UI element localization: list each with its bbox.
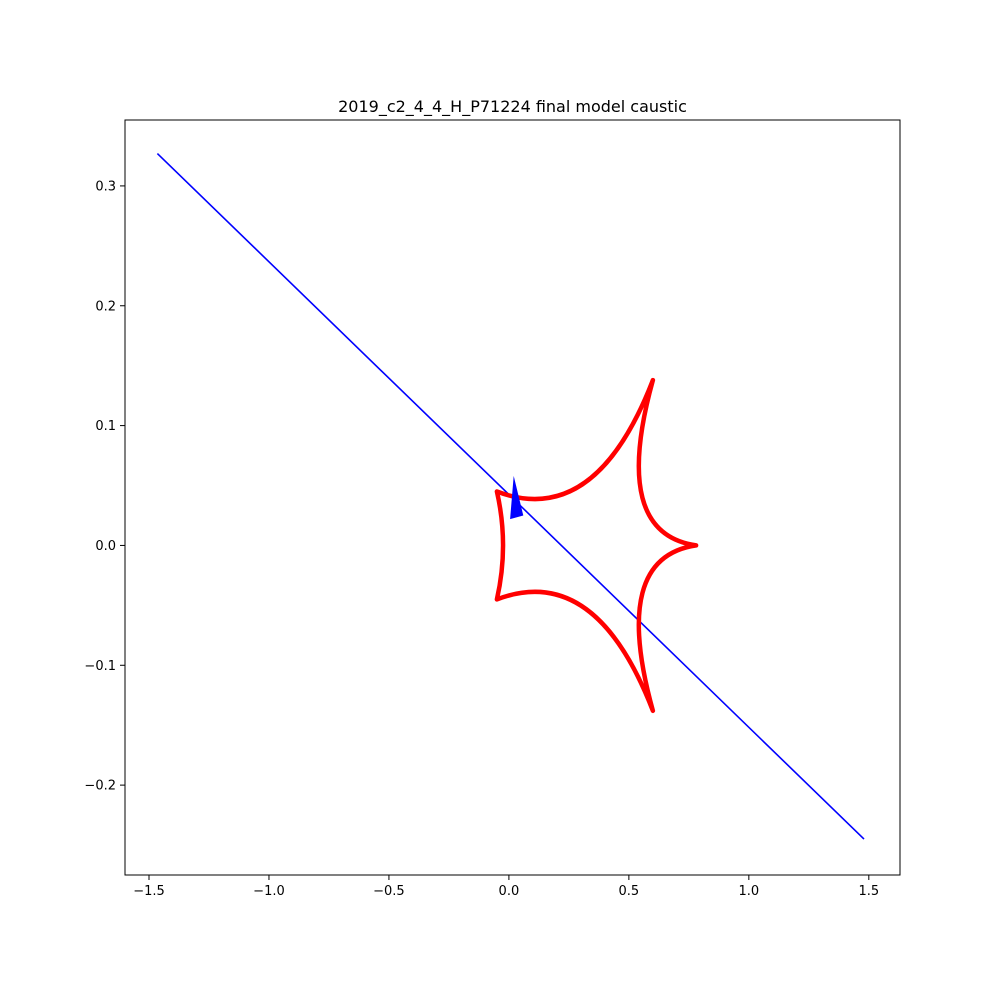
y-axis: −0.2 −0.1 0.0 0.1 0.2 0.3 [84, 179, 125, 794]
x-tick-label: −1.5 [133, 884, 165, 899]
x-tick-label: −0.5 [373, 884, 405, 899]
y-tick-label: 0.2 [95, 299, 116, 314]
y-tick-label: 0.1 [95, 419, 116, 434]
axes-frame [124, 119, 901, 876]
x-axis: −1.5 −1.0 −0.5 0.0 0.5 1.0 1.5 [133, 875, 879, 899]
x-tick-label: 0.5 [619, 884, 640, 899]
plot-area [156, 152, 865, 840]
y-tick-label: 0.3 [95, 179, 116, 194]
y-tick-label: −0.1 [84, 659, 116, 674]
x-tick-label: 0.0 [499, 884, 520, 899]
x-tick-label: 1.5 [858, 884, 879, 899]
y-tick-label: 0.0 [95, 539, 116, 554]
direction-arrow [510, 475, 524, 520]
x-tick-label: −1.0 [253, 884, 285, 899]
y-tick-label: −0.2 [84, 779, 116, 794]
caustic-curve [494, 377, 699, 714]
chart-title: 2019_c2_4_4_H_P71224 final model caustic [338, 97, 687, 117]
x-tick-label: 1.0 [738, 884, 759, 899]
